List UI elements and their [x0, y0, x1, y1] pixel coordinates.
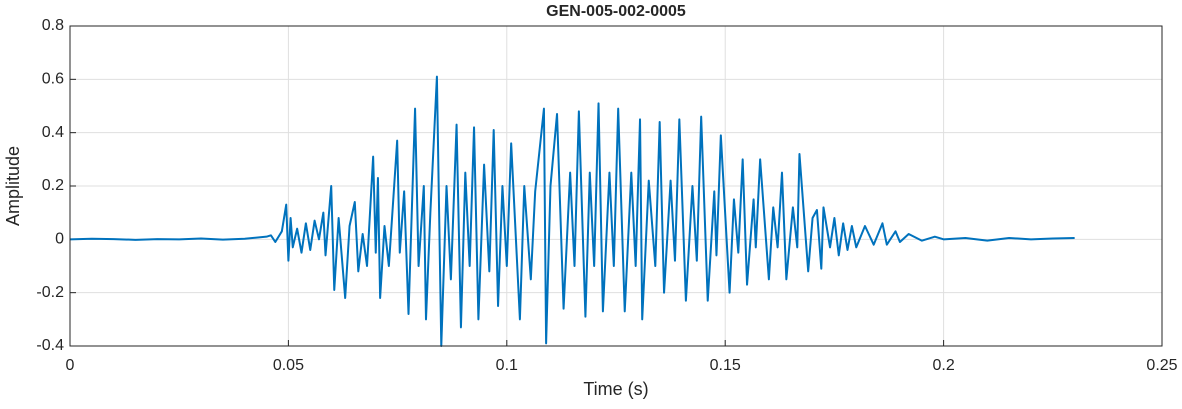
- x-tick-label: 0.2: [932, 357, 954, 374]
- y-tick-label: 0.8: [42, 17, 64, 34]
- y-tick-label: 0: [55, 231, 64, 248]
- x-tick-label: 0.15: [710, 357, 741, 374]
- chart-title: GEN-005-002-0005: [546, 3, 686, 20]
- x-tick-label: 0.25: [1146, 357, 1177, 374]
- y-axis-label: Amplitude: [3, 146, 23, 226]
- y-tick-label: 0.6: [42, 71, 64, 88]
- x-tick-label: 0.05: [273, 357, 304, 374]
- y-tick-label: 0.2: [42, 177, 64, 194]
- plot-frame: [69, 25, 1163, 347]
- y-tick-label: -0.4: [36, 337, 64, 354]
- x-tick-label: 0.1: [496, 357, 518, 374]
- waveform-line: [69, 75, 1075, 347]
- x-axis-label: Time (s): [583, 379, 648, 399]
- y-tick-label: -0.2: [36, 284, 64, 301]
- y-tick-label: 0.4: [42, 124, 64, 141]
- x-tick-label: 0: [66, 357, 75, 374]
